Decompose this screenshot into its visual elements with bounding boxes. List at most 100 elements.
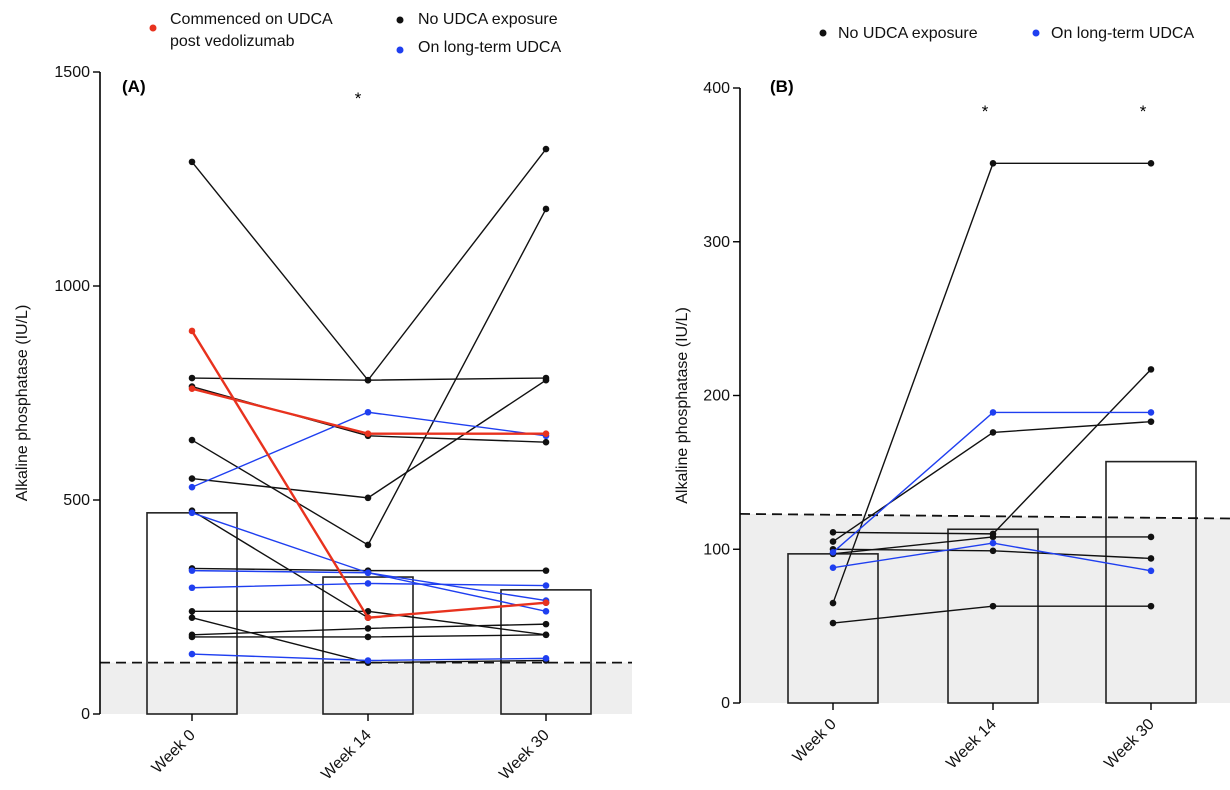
- y-tick-label: 400: [703, 80, 730, 97]
- patient-line-no_udca: [191, 510, 547, 619]
- data-point-no_udca: [542, 438, 550, 446]
- data-point-no_udca: [188, 158, 196, 166]
- data-point-no_udca: [829, 538, 837, 545]
- data-point-long_term: [188, 567, 196, 574]
- x-tick-label: Week 0: [149, 727, 199, 777]
- data-point-no_udca: [364, 494, 372, 502]
- legend-marker-no_udca: [396, 16, 404, 24]
- y-tick-label: 0: [721, 695, 730, 712]
- patient-line-no_udca: [191, 379, 547, 499]
- data-point-commenced: [188, 385, 196, 393]
- significance-mark: *: [1140, 102, 1147, 121]
- data-point-commenced: [188, 327, 196, 335]
- data-point-no_udca: [188, 475, 196, 482]
- data-point-no_udca: [1147, 366, 1155, 373]
- y-tick-label: 300: [703, 234, 730, 251]
- data-point-long_term: [188, 584, 196, 592]
- patient-line-long_term: [191, 512, 547, 612]
- data-point-no_udca: [989, 533, 997, 541]
- data-point-long_term: [829, 564, 837, 571]
- legend-label-commenced: post vedolizumab: [170, 33, 295, 50]
- y-axis-title: Alkaline phosphatase (IU/L): [14, 305, 31, 502]
- y-axis-title: Alkaline phosphatase (IU/L): [674, 307, 691, 504]
- data-point-long_term: [542, 582, 550, 589]
- x-tick-label: Week 30: [496, 727, 553, 784]
- data-point-commenced: [542, 430, 550, 437]
- x-tick-label: Week 14: [943, 716, 1000, 773]
- data-point-no_udca: [542, 376, 550, 384]
- significance-mark: *: [355, 89, 362, 108]
- panel-b: 0 100 200 300 400 Week 0 Week 14 Week 30 * * (B) Al…: [674, 77, 1230, 772]
- data-point-no_udca: [542, 205, 550, 213]
- legend-label-commenced: Commenced on UDCA: [170, 11, 333, 28]
- data-point-commenced: [542, 599, 550, 607]
- data-point-no_udca: [1147, 602, 1155, 610]
- data-point-long_term: [188, 483, 196, 491]
- data-point-no_udca: [542, 145, 550, 153]
- legend-b: No UDCA exposure On long-term UDCA: [819, 25, 1194, 42]
- panel-label: (A): [122, 77, 146, 96]
- patient-line-no_udca: [191, 148, 547, 382]
- x-tick-label: Week 14: [318, 727, 375, 784]
- panel-label: (B): [770, 77, 794, 96]
- data-point-no_udca: [188, 436, 196, 444]
- data-point-no_udca: [1147, 160, 1155, 167]
- data-point-long_term: [989, 539, 997, 547]
- data-point-long_term: [364, 408, 372, 416]
- data-point-long_term: [989, 409, 997, 416]
- data-point-no_udca: [188, 607, 196, 615]
- data-point-no_udca: [829, 529, 837, 536]
- significance-mark: *: [982, 102, 989, 121]
- data-point-long_term: [188, 509, 196, 517]
- data-point-commenced: [364, 614, 372, 621]
- y-tick-label: 500: [63, 492, 90, 509]
- data-point-long_term: [829, 549, 837, 556]
- data-point-no_udca: [829, 599, 837, 607]
- x-tick-label: Week 0: [790, 716, 840, 766]
- y-tick-label: 1000: [54, 278, 90, 295]
- reference-band: [740, 513, 1230, 703]
- y-tick-label: 0: [81, 706, 90, 723]
- legend-label-no_udca: No UDCA exposure: [418, 11, 558, 28]
- data-point-no_udca: [1147, 418, 1155, 425]
- data-point-no_udca: [364, 633, 372, 641]
- legend-marker-long_term: [1032, 29, 1040, 37]
- data-point-no_udca: [989, 547, 997, 555]
- patient-line-long_term: [191, 411, 547, 488]
- data-point-no_udca: [542, 620, 550, 628]
- legend-label-long_term: On long-term UDCA: [418, 39, 561, 56]
- panel-a: 0 500 1000 1500 Week 0 Week 14 Week 30 * (A) Alka…: [14, 64, 632, 783]
- data-point-long_term: [542, 607, 550, 615]
- data-point-no_udca: [188, 374, 196, 382]
- reference-line: [739, 512, 1230, 520]
- legend-marker-long_term: [396, 46, 404, 54]
- y-tick-label: 1500: [54, 64, 90, 81]
- data-point-no_udca: [188, 614, 196, 621]
- y-tick-label: 100: [703, 541, 730, 558]
- data-point-no_udca: [989, 160, 997, 167]
- data-point-long_term: [364, 580, 372, 587]
- data-point-no_udca: [542, 567, 550, 574]
- data-point-no_udca: [1147, 533, 1155, 541]
- data-point-long_term: [364, 569, 372, 577]
- legend-marker-commenced: [149, 24, 157, 32]
- x-tick-label: Week 30: [1101, 716, 1158, 773]
- data-point-no_udca: [989, 602, 997, 610]
- data-point-long_term: [364, 657, 372, 664]
- legend-label-no_udca: No UDCA exposure: [838, 25, 978, 42]
- data-point-long_term: [1147, 409, 1155, 416]
- data-point-no_udca: [1147, 555, 1155, 562]
- reference-band: [100, 662, 632, 714]
- data-point-no_udca: [542, 631, 550, 639]
- y-tick-label: 200: [703, 388, 730, 405]
- data-point-long_term: [188, 650, 196, 658]
- legend-marker-no_udca: [819, 29, 827, 37]
- data-point-no_udca: [829, 619, 837, 627]
- data-point-no_udca: [364, 376, 372, 384]
- data-point-no_udca: [364, 625, 372, 632]
- data-point-commenced: [364, 430, 372, 437]
- data-point-no_udca: [188, 633, 196, 641]
- data-point-long_term: [542, 655, 550, 662]
- data-point-long_term: [1147, 567, 1155, 575]
